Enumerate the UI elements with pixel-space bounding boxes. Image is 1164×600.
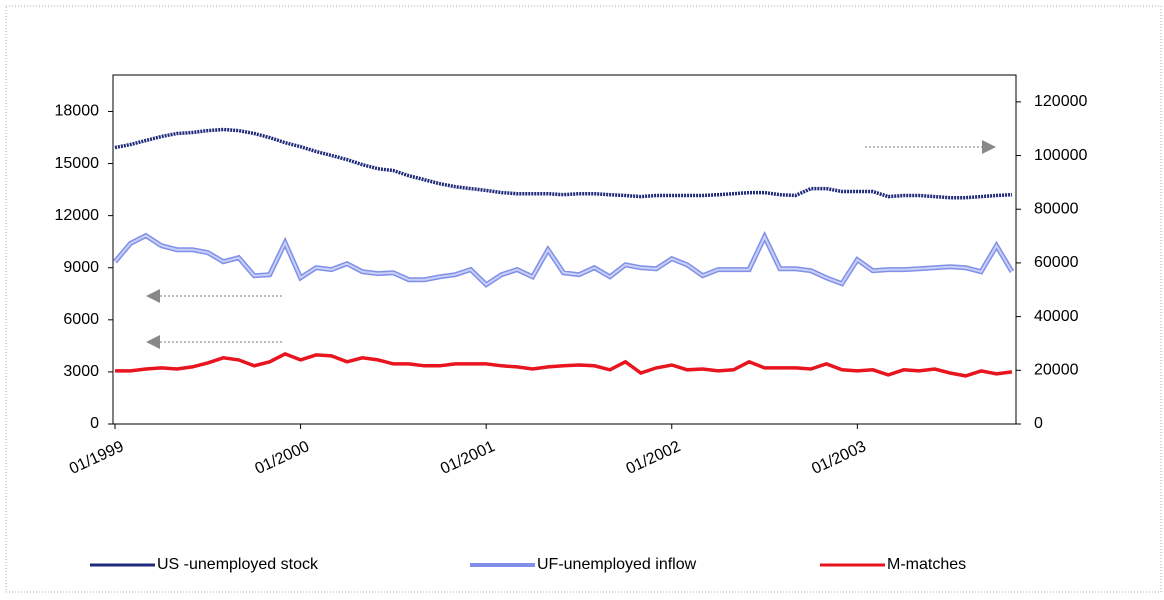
x-tick-label: 01/1999 bbox=[67, 438, 127, 478]
series-line bbox=[114, 127, 1013, 200]
x-tick-label: 01/2003 bbox=[809, 438, 869, 478]
x-tick-label: 01/2002 bbox=[624, 438, 684, 478]
x-tick-label: 01/2000 bbox=[252, 438, 312, 478]
y-tick-label: 3000 bbox=[63, 363, 99, 380]
y-tick-label: 18000 bbox=[55, 103, 100, 120]
arrow-head bbox=[146, 335, 160, 349]
y-tick-label: 12000 bbox=[55, 207, 100, 224]
x-tick-label: 01/2001 bbox=[438, 438, 498, 478]
arrow-head bbox=[146, 289, 160, 303]
y2-tick-label: 0 bbox=[1034, 415, 1043, 432]
legend-label: M-matches bbox=[887, 556, 966, 573]
series-line-outline bbox=[113, 230, 1015, 288]
legend-label: UF-unemployed inflow bbox=[537, 556, 697, 573]
y-tick-label: 0 bbox=[90, 415, 99, 432]
series-line bbox=[115, 351, 1013, 378]
chart-border bbox=[5, 5, 1162, 593]
legend-label: US -unemployed stock bbox=[157, 556, 319, 573]
y2-tick-label: 120000 bbox=[1034, 93, 1087, 110]
y2-tick-label: 20000 bbox=[1034, 362, 1079, 379]
y2-tick-label: 80000 bbox=[1034, 200, 1079, 217]
y-tick-label: 6000 bbox=[63, 311, 99, 328]
series-line bbox=[114, 234, 1013, 286]
annotation-arrows bbox=[146, 140, 996, 349]
arrow-head bbox=[982, 140, 996, 154]
y2-tick-label: 60000 bbox=[1034, 254, 1079, 271]
y2-tick-label: 40000 bbox=[1034, 308, 1079, 325]
plot-area bbox=[112, 74, 1017, 425]
y-tick-label: 9000 bbox=[63, 259, 99, 276]
y-tick-label: 15000 bbox=[55, 155, 100, 172]
y2-tick-label: 100000 bbox=[1034, 147, 1087, 164]
